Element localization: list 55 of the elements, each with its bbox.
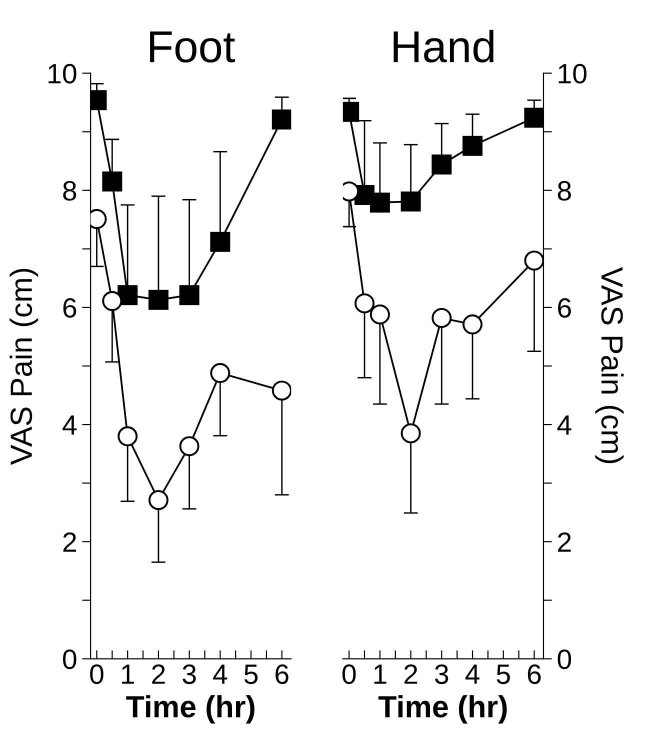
point	[148, 490, 168, 510]
x-tick-label: 4	[465, 664, 480, 684]
x-axis-title: Time (hr)	[378, 695, 507, 724]
point	[148, 290, 168, 310]
y2-tick-label: 0	[558, 649, 572, 670]
y-tick-label: 6	[63, 298, 76, 318]
y2-axis-title: VAS Pain (cm)	[595, 267, 624, 464]
point	[179, 436, 200, 456]
y-tick-label: 10	[48, 64, 76, 84]
point	[432, 308, 452, 328]
point	[118, 285, 138, 306]
y2-tick-label: 6	[558, 298, 571, 318]
y-tick-label: 0	[63, 649, 76, 670]
x-tick-label: 2	[152, 664, 165, 684]
x-tick-label: 3	[434, 664, 448, 684]
x-tick-label: 6	[528, 664, 541, 684]
point	[432, 154, 452, 175]
y2-tick-label: 2	[558, 532, 571, 552]
x-tick-label: 3	[182, 664, 196, 684]
y-tick-label: 8	[63, 180, 76, 201]
y2-tick-label: 10	[558, 64, 586, 84]
point	[462, 136, 483, 156]
point	[179, 285, 200, 306]
x-tick-label: 0	[90, 664, 104, 684]
y-axis-title: VAS Pain (cm)	[10, 268, 38, 465]
x-tick-label: 5	[244, 664, 258, 684]
point	[524, 250, 544, 271]
point	[272, 380, 292, 401]
x-tick-label: 2	[404, 664, 418, 684]
point	[462, 314, 483, 334]
x-tick-label: 6	[276, 664, 288, 684]
point	[524, 108, 544, 128]
x-tick-label: 1	[374, 664, 386, 684]
point	[272, 109, 292, 130]
point	[370, 192, 390, 213]
point	[400, 191, 421, 212]
y2-tick-label: 8	[558, 180, 571, 201]
point	[118, 426, 138, 446]
point	[102, 172, 122, 192]
x-tick-label: 1	[122, 664, 134, 684]
point	[210, 232, 230, 252]
chart-title: Foot	[150, 32, 236, 63]
x-tick-label: 4	[213, 664, 228, 684]
x-axis-title: Time (hr)	[126, 695, 254, 724]
point	[370, 304, 390, 324]
point	[210, 363, 230, 384]
y-tick-label: 2	[63, 532, 76, 552]
chart-title: Hand	[394, 30, 494, 63]
y2-tick-label: 4	[557, 416, 572, 435]
y-tick-label: 4	[62, 416, 77, 435]
x-tick-label: 5	[496, 664, 510, 684]
point	[354, 293, 375, 314]
point	[400, 423, 421, 444]
point	[102, 290, 122, 311]
x-tick-label: 0	[342, 664, 356, 684]
